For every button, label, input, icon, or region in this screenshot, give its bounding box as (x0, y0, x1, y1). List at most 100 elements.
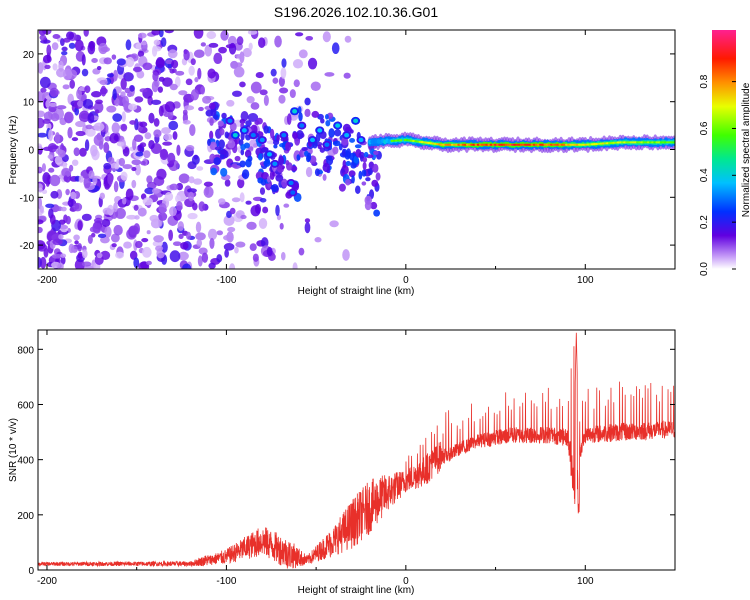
heatmap-noise-blob (235, 241, 246, 248)
snr-x-tick-label: -100 (216, 576, 236, 587)
heatmap-noise-blob (153, 46, 162, 52)
heatmap-noise-blob (114, 163, 120, 170)
heatmap-noise-blob (120, 91, 126, 98)
heatmap-noise-blob (169, 183, 179, 191)
heatmap-noise-blob (186, 231, 191, 240)
heatmap-noise-blob (46, 122, 52, 130)
heatmap-streak-blob (209, 102, 216, 110)
heatmap-noise-blob (52, 238, 63, 246)
heatmap-noise-blob (169, 83, 178, 91)
heatmap-streak-blob (311, 110, 320, 118)
heatmap-noise-blob (133, 204, 139, 211)
heatmap-streak-blob (371, 179, 379, 187)
heatmap-noise-blob (95, 109, 100, 114)
heatmap-noise-blob (217, 198, 226, 205)
heatmap-noise-blob (76, 88, 82, 100)
snr-y-tick-label: 200 (17, 511, 34, 522)
heatmap-noise-blob (61, 46, 68, 52)
heatmap-blob (266, 152, 272, 157)
heatmap-streak-blob (307, 152, 312, 162)
heatmap-noise-blob (342, 249, 350, 261)
heatmap-noise-blob (129, 85, 135, 92)
heatmap-noise-blob (73, 202, 83, 212)
heatmap-noise-blob (57, 262, 64, 269)
heatmap-noise-blob (82, 98, 94, 109)
heatmap-noise-blob (132, 66, 143, 73)
heatmap-x-tick-label: -100 (216, 275, 236, 286)
heatmap-noise-blob (203, 181, 213, 187)
heatmap-streak-blob (220, 167, 228, 177)
heatmap-y-tick-label: 10 (23, 98, 35, 109)
heatmap-streak-blob (271, 184, 279, 193)
heatmap-noise-blob (129, 120, 137, 125)
heatmap-noise-blob (182, 263, 192, 269)
heatmap-noise-blob (38, 167, 43, 172)
heatmap-noise-blob (81, 213, 92, 222)
heatmap-noise-blob (230, 60, 239, 69)
heatmap-noise-blob (134, 118, 139, 131)
heatmap-noise-blob (73, 147, 80, 157)
heatmap-noise-blob (125, 56, 135, 68)
heatmap-noise-blob (175, 194, 181, 203)
heatmap-noise-blob (153, 235, 164, 243)
heatmap-noise-blob (93, 122, 105, 132)
heatmap-noise-blob (77, 100, 84, 107)
heatmap-noise-blob (178, 173, 190, 184)
heatmap-streak-blob (269, 128, 275, 139)
heatmap-noise-blob (81, 261, 92, 267)
heatmap-noise-blob (83, 176, 91, 189)
heatmap-noise-blob (158, 105, 164, 117)
heatmap-noise-blob (262, 206, 269, 214)
heatmap-noise-blob (146, 181, 157, 190)
heatmap-noise-blob (87, 234, 93, 244)
heatmap-noise-blob (77, 242, 83, 252)
heatmap-streak-blob (247, 155, 253, 162)
heatmap-streak-blob (207, 138, 211, 146)
heatmap-noise-blob (131, 159, 142, 166)
heatmap-noise-blob (226, 99, 235, 107)
heatmap-noise-blob (278, 94, 286, 104)
heatmap-noise-blob (208, 262, 216, 269)
heatmap-noise-blob (183, 49, 190, 61)
heatmap-noise-blob (52, 34, 61, 40)
heatmap-blob (335, 123, 341, 128)
snr-y-axis-label: SNR (10 * v/v) (8, 418, 19, 482)
heatmap-noise-blob (305, 166, 313, 178)
colorbar-tick-label: 0.2 (699, 215, 710, 229)
heatmap-noise-blob (111, 54, 117, 60)
heatmap-noise-blob (279, 222, 284, 230)
heatmap-noise-blob (270, 68, 277, 77)
heatmap-noise-blob (213, 52, 223, 64)
heatmap-noise-blob (38, 62, 44, 74)
heatmap-noise-blob (38, 226, 43, 234)
heatmap-noise-blob (131, 179, 137, 189)
heatmap-noise-blob (185, 78, 193, 86)
heatmap-noise-blob (225, 44, 236, 49)
heatmap-streak-blob (301, 146, 308, 152)
heatmap-noise-blob (68, 243, 75, 254)
heatmap-streak-blob (367, 168, 373, 176)
heatmap-noise-blob (73, 234, 80, 241)
heatmap-noise-blob (182, 119, 191, 125)
heatmap-blob (227, 118, 233, 124)
heatmap-noise-blob (106, 73, 114, 78)
heatmap-streak-blob (219, 128, 225, 136)
heatmap-noise-blob (116, 141, 125, 147)
heatmap-noise-blob (132, 138, 137, 151)
heatmap-noise-blob (134, 96, 144, 103)
heatmap-noise-blob (56, 105, 67, 110)
snr-y-tick-label: 800 (17, 345, 34, 356)
heatmap-noise-blob (90, 144, 98, 157)
heatmap-noise-blob (304, 221, 311, 234)
heatmap-noise-blob (176, 144, 181, 156)
heatmap-noise-blob (260, 237, 269, 248)
heatmap-noise-blob (131, 166, 137, 172)
heatmap-streak-blob (298, 111, 303, 122)
heatmap-noise-blob (233, 66, 245, 78)
heatmap-noise-blob (167, 49, 178, 59)
heatmap-x-axis-label: Height of straight line (km) (298, 286, 415, 297)
heatmap-noise-blob (252, 253, 259, 262)
heatmap-noise-blob (133, 134, 144, 143)
heatmap-noise-blob (49, 174, 61, 187)
heatmap-noise-blob (289, 89, 296, 98)
